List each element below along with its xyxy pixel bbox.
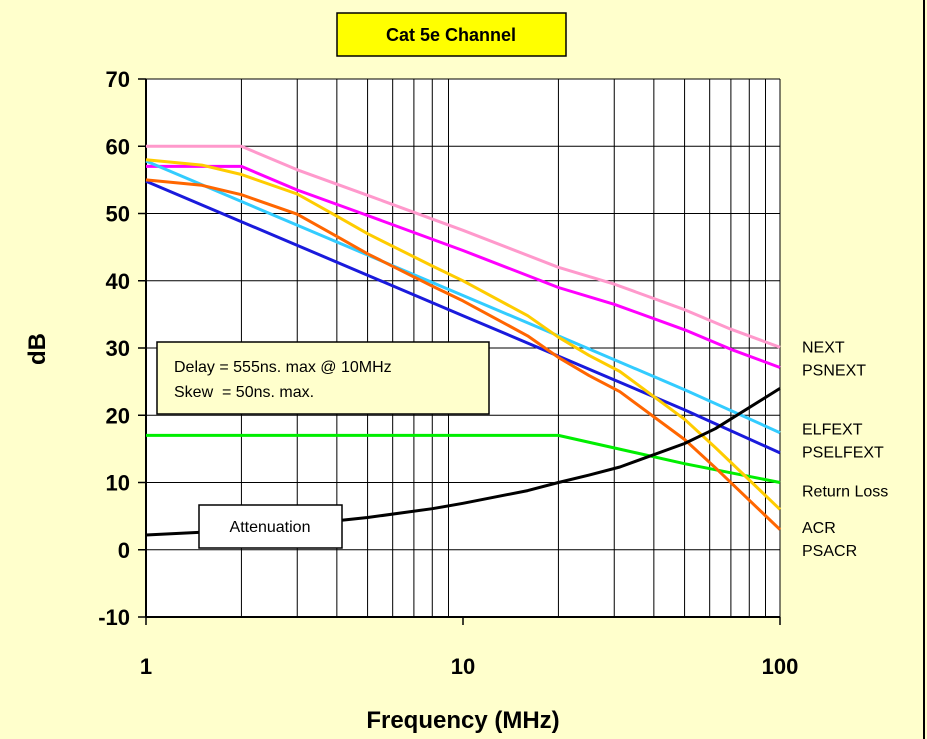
y-tick-label: -10 xyxy=(98,605,130,630)
series-line-psnext xyxy=(146,164,781,369)
series-label-next: NEXT xyxy=(802,340,845,357)
y-tick-label: 70 xyxy=(106,67,130,92)
y-tick-label: 50 xyxy=(106,202,130,227)
series-label-psnext: PSNEXT xyxy=(802,363,866,380)
series-line-psacr xyxy=(145,178,782,531)
y-tick-label: 40 xyxy=(106,269,130,294)
note-line: Delay = 555ns. max @ 10MHz xyxy=(174,359,392,376)
x-tick-label: 100 xyxy=(762,654,799,679)
note-line: Skew = 50ns. max. xyxy=(174,384,314,401)
y-tick-label: 10 xyxy=(106,471,130,496)
x-tick-label: 10 xyxy=(451,654,475,679)
note-box xyxy=(156,341,490,415)
y-tick-label: 0 xyxy=(118,538,130,563)
title-box xyxy=(336,12,567,57)
attenuation-box xyxy=(198,504,343,549)
series-label-return-loss: Return Loss xyxy=(802,484,888,501)
series-label-pselfext: PSELFEXT xyxy=(802,445,884,462)
series-line-return-loss xyxy=(146,433,781,484)
x-axis-title: Frequency (MHz) xyxy=(366,707,559,734)
series-label-elfext: ELFEXT xyxy=(802,422,863,439)
series-line-next xyxy=(146,144,781,349)
y-tick-label: 20 xyxy=(106,403,130,428)
y-axis-title: dB xyxy=(24,333,51,365)
series-label-psacr: PSACR xyxy=(802,543,857,560)
series-label-acr: ACR xyxy=(802,520,836,537)
x-tick-label: 1 xyxy=(140,654,152,679)
y-tick-label: 60 xyxy=(106,134,130,159)
chart-title: Cat 5e Channel xyxy=(386,25,516,45)
series-line-acr xyxy=(145,158,782,511)
y-tick-label: 30 xyxy=(106,336,130,361)
attenuation-label: Attenuation xyxy=(230,519,311,536)
